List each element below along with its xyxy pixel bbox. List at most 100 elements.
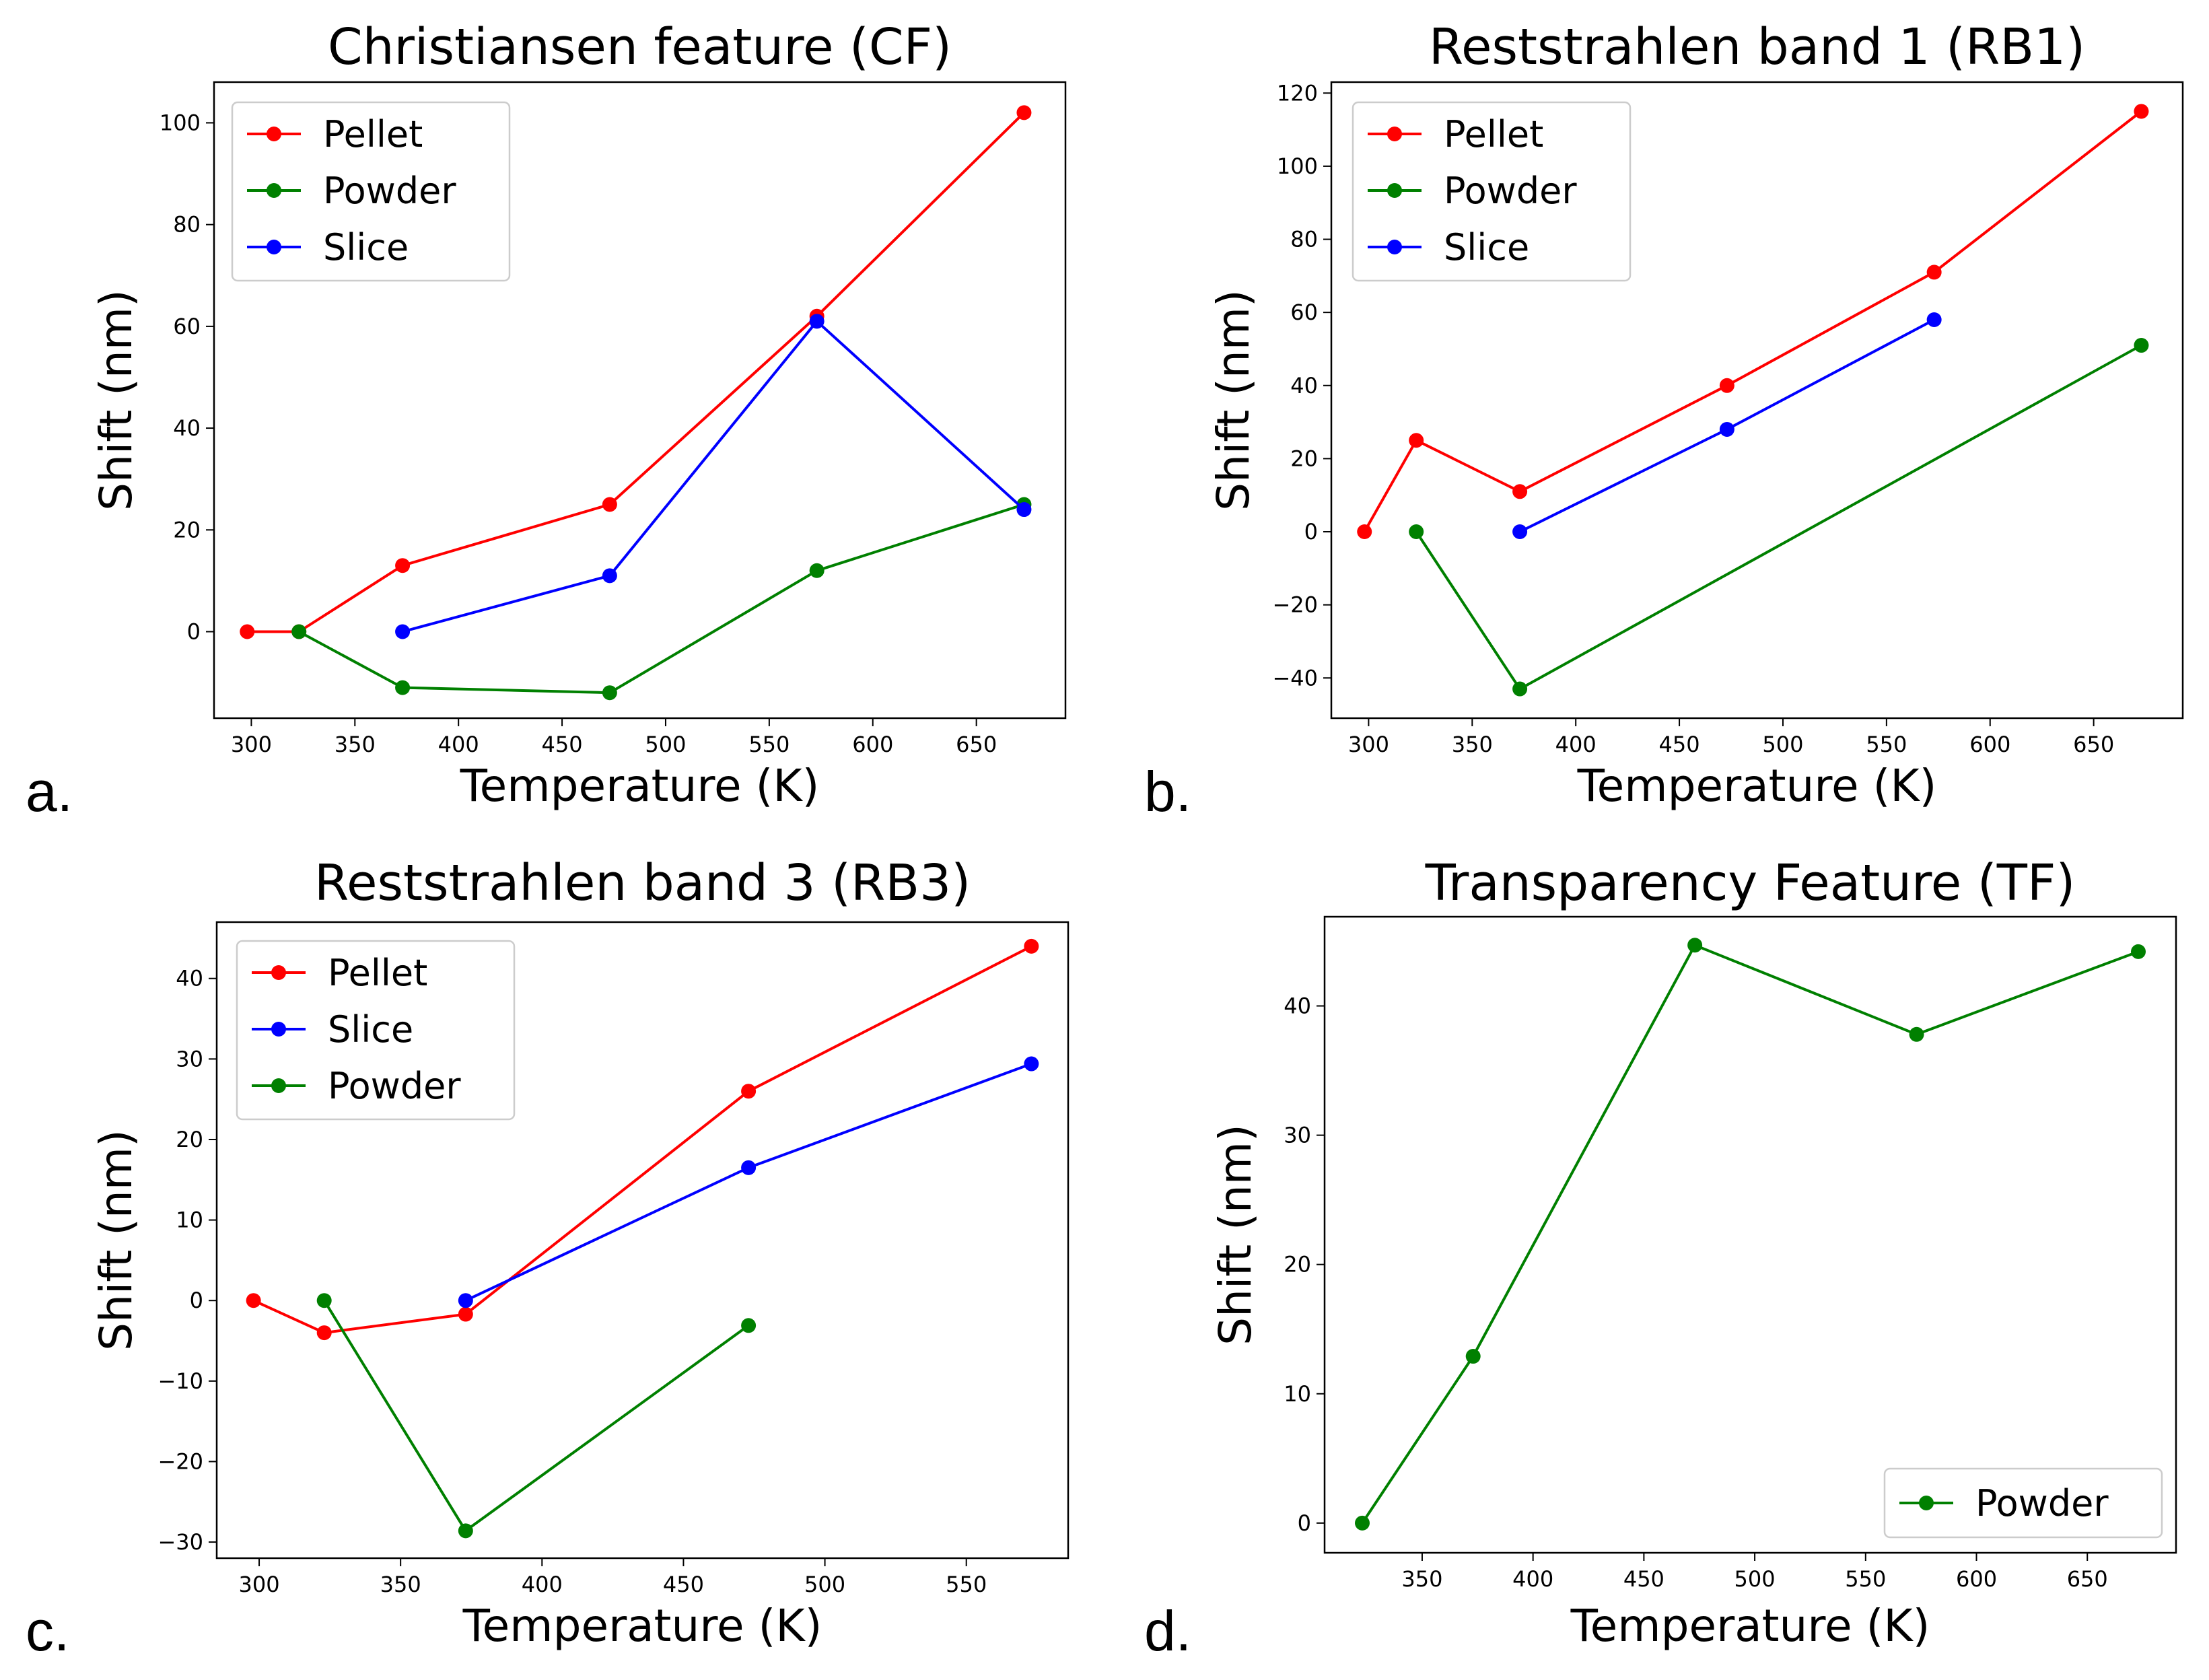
x-tick-label: 500 xyxy=(804,1572,845,1597)
x-tick-label: 550 xyxy=(1866,732,1907,757)
x-tick-label: 550 xyxy=(1845,1566,1886,1592)
data-point-slice xyxy=(1024,1056,1039,1072)
y-axis-label: Shift (nm) xyxy=(1209,1124,1261,1345)
x-axis-label: Temperature (K) xyxy=(1577,760,1937,812)
legend-marker-powder xyxy=(1387,183,1402,198)
data-point-pellet xyxy=(1926,265,1942,280)
legend-marker-slice xyxy=(267,240,281,254)
y-tick-label: 40 xyxy=(173,415,201,441)
data-point-pellet xyxy=(1409,433,1424,448)
data-point-slice xyxy=(458,1293,473,1308)
data-point-slice xyxy=(1512,524,1528,540)
panel-letter: c. xyxy=(26,1599,69,1663)
data-point-pellet xyxy=(316,1325,332,1341)
y-tick-label: 60 xyxy=(173,314,201,339)
legend: Powder xyxy=(1883,1467,2163,1539)
legend-marker-pellet xyxy=(267,127,281,141)
data-point-powder xyxy=(1687,938,1703,953)
panel-letter: a. xyxy=(26,760,73,823)
data-point-powder xyxy=(2134,338,2149,353)
legend-box xyxy=(1352,101,1632,282)
axes-frame xyxy=(215,921,1070,1560)
x-tick-label: 350 xyxy=(380,1572,421,1597)
x-tick-label: 650 xyxy=(956,732,997,757)
data-point-powder xyxy=(2130,944,2146,959)
y-tick-label: 0 xyxy=(190,1288,203,1313)
series-line-powder xyxy=(1361,944,2139,1524)
data-point-powder xyxy=(1909,1026,1924,1042)
x-tick-label: 450 xyxy=(1659,732,1700,757)
legend-marker-slice xyxy=(1387,240,1402,254)
y-tick-label: −20 xyxy=(1272,592,1318,618)
y-tick-label: 40 xyxy=(1290,373,1318,398)
x-tick-label: 500 xyxy=(1734,1566,1776,1592)
legend-box xyxy=(1883,1467,2163,1539)
data-point-powder xyxy=(741,1318,757,1333)
data-point-pellet xyxy=(1512,484,1528,499)
y-tick-label: 30 xyxy=(176,1046,203,1072)
data-point-slice xyxy=(1926,312,1942,328)
panel-letter: b. xyxy=(1144,760,1191,823)
y-tick-label: 40 xyxy=(176,966,203,991)
y-tick-label: −20 xyxy=(157,1448,203,1474)
data-point-pellet xyxy=(741,1084,757,1099)
series-line-slice xyxy=(464,1062,1032,1302)
x-tick-label: 400 xyxy=(438,732,479,757)
series-line-pellet xyxy=(1363,110,2142,532)
y-axis-label: Shift (nm) xyxy=(90,289,142,511)
y-tick-label: 80 xyxy=(173,212,201,238)
legend-marker-powder xyxy=(267,183,281,198)
y-tick-label: 100 xyxy=(1277,153,1318,179)
y-tick-label: 10 xyxy=(176,1208,203,1233)
x-axis-label: Temperature (K) xyxy=(462,1600,822,1652)
series-line-pellet xyxy=(247,111,1025,633)
data-point-powder xyxy=(1355,1515,1370,1531)
legend-label-powder: Powder xyxy=(1975,1482,2109,1525)
axes-frame xyxy=(213,81,1067,720)
x-tick-label: 500 xyxy=(645,732,686,757)
y-tick-label: 80 xyxy=(1290,227,1318,252)
panel-letter: d. xyxy=(1144,1599,1191,1663)
data-point-pellet xyxy=(1016,105,1032,120)
x-tick-label: 300 xyxy=(231,732,272,757)
legend-label-slice: Slice xyxy=(328,1008,413,1051)
legend-label-powder: Powder xyxy=(323,170,456,212)
legend: Pellet Slice Powder xyxy=(236,940,516,1121)
chart-panel-4: 350 400 450 500 550 600 650 0 10 20 30 40 Transparen… xyxy=(1144,854,2177,1663)
data-point-powder xyxy=(316,1293,332,1308)
x-tick-label: 450 xyxy=(1623,1566,1664,1592)
x-tick-label: 600 xyxy=(1956,1566,1997,1592)
x-tick-label: 300 xyxy=(1348,732,1389,757)
legend-label-powder: Powder xyxy=(328,1065,461,1107)
chart-title: Reststrahlen band 3 (RB3) xyxy=(314,854,971,912)
data-point-powder xyxy=(291,624,307,639)
legend-label-slice: Slice xyxy=(1444,226,1529,269)
data-point-slice xyxy=(1719,421,1734,437)
x-tick-label: 650 xyxy=(2073,732,2114,757)
x-tick-label: 400 xyxy=(1512,1566,1553,1592)
legend-label-pellet: Pellet xyxy=(1444,113,1543,155)
series-line-powder xyxy=(298,503,1025,695)
y-tick-label: 20 xyxy=(1290,446,1318,471)
x-tick-label: 650 xyxy=(2067,1566,2108,1592)
legend-label-powder: Powder xyxy=(1444,170,1577,212)
y-tick-label: 60 xyxy=(1290,300,1318,325)
chart-title: Reststrahlen band 1 (RB1) xyxy=(1429,18,2085,76)
y-tick-label: −40 xyxy=(1272,665,1318,691)
legend-marker-pellet xyxy=(271,965,286,980)
legend-box xyxy=(231,101,511,282)
data-point-pellet xyxy=(395,558,411,573)
x-tick-label: 350 xyxy=(1452,732,1493,757)
chart-panel-1: 300 350 400 450 500 550 600 650 0 20 40 60 80 100 Chri… xyxy=(26,18,1067,823)
legend: Pellet Powder Slice xyxy=(231,101,511,282)
y-axis-label: Shift (nm) xyxy=(90,1129,142,1351)
x-tick-label: 500 xyxy=(1762,732,1803,757)
data-point-powder xyxy=(1512,681,1528,697)
data-point-slice xyxy=(602,568,617,584)
y-tick-label: 0 xyxy=(187,619,201,644)
x-tick-label: 350 xyxy=(335,732,376,757)
x-tick-label: 600 xyxy=(1969,732,2010,757)
data-point-slice xyxy=(809,314,825,329)
x-axis-label: Temperature (K) xyxy=(460,760,820,812)
